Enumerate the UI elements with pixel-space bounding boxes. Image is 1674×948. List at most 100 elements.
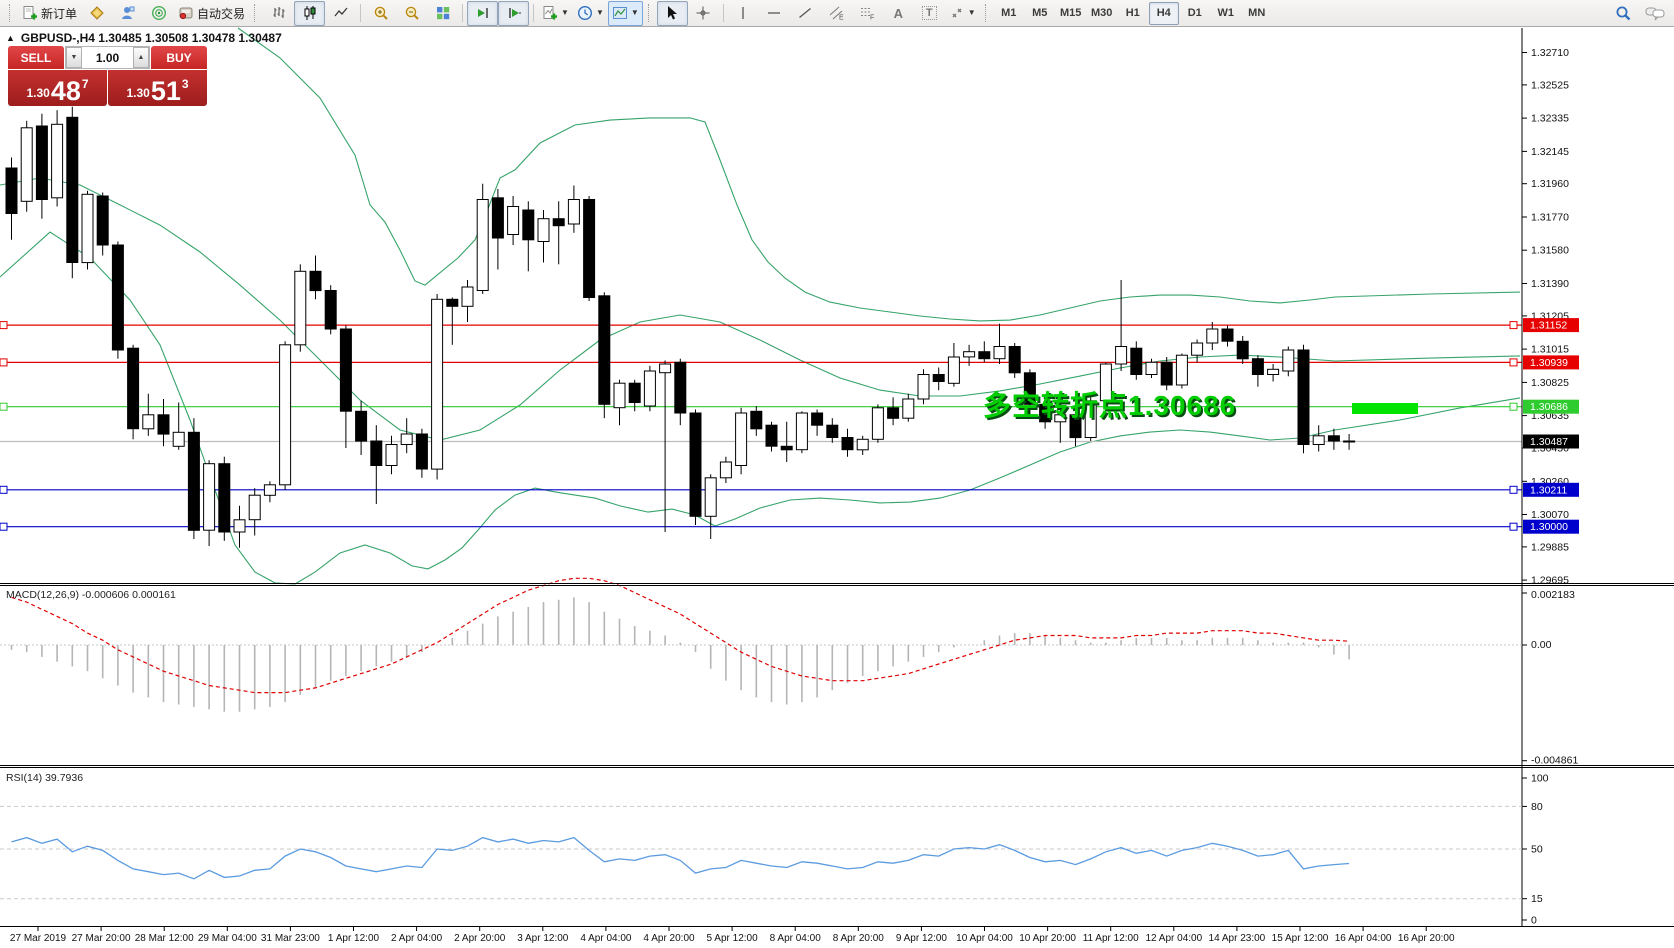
bollinger-upper xyxy=(237,27,1521,322)
tile-windows-icon xyxy=(435,5,451,21)
svg-text:1.31960: 1.31960 xyxy=(1531,178,1569,190)
chevron-down-icon: ▼ xyxy=(630,8,639,17)
volume-stepper: ▼ 1.00 ▲ xyxy=(65,46,150,69)
timeframe-M5[interactable]: M5 xyxy=(1032,7,1048,19)
timeframe-H1[interactable]: H1 xyxy=(1125,7,1140,19)
svg-text:4 Apr 20:00: 4 Apr 20:00 xyxy=(643,933,695,944)
svg-text:1.30939: 1.30939 xyxy=(1530,357,1568,369)
line-chart-button[interactable] xyxy=(325,1,356,26)
sonar-icon xyxy=(151,5,167,21)
buy-button[interactable]: BUY xyxy=(151,46,207,69)
trendline-button[interactable] xyxy=(790,1,821,26)
person-chart-icon xyxy=(120,5,136,21)
svg-text:16 Apr 20:00: 16 Apr 20:00 xyxy=(1398,933,1455,944)
timeframe-M30[interactable]: M30 xyxy=(1091,7,1113,19)
timeframe-MN[interactable]: MN xyxy=(1248,7,1266,19)
chart-shift-button[interactable] xyxy=(498,0,530,26)
channel-letter: E xyxy=(839,15,844,22)
auto-trading-button[interactable]: 自动交易 xyxy=(174,1,249,26)
periods-button[interactable]: ▼ xyxy=(573,1,608,26)
svg-text:15: 15 xyxy=(1531,893,1543,905)
macd-signal-line xyxy=(11,577,1350,694)
sell-price[interactable]: 1.30 48 7 xyxy=(8,70,107,106)
price-axis[interactable]: 1.32710 1.32525 1.32335 1.32145 1.31960 1.317… xyxy=(1521,28,1579,926)
bar-chart-icon xyxy=(271,5,287,21)
market-watch-button[interactable] xyxy=(112,1,143,26)
buy-price[interactable]: 1.30 51 3 xyxy=(108,70,207,106)
buy-price-big: 51 xyxy=(150,76,181,107)
chat-bubbles-icon xyxy=(1645,5,1665,21)
arrows-button[interactable]: ▼ xyxy=(945,1,980,26)
svg-text:11 Apr 12:00: 11 Apr 12:00 xyxy=(1083,933,1139,944)
bollinger-lower xyxy=(0,231,1521,585)
vertical-line-button[interactable] xyxy=(728,1,759,26)
cursor-icon xyxy=(664,5,680,21)
svg-text:80: 80 xyxy=(1531,801,1543,813)
chevron-down-icon: ▼ xyxy=(967,8,976,17)
tile-windows-button[interactable] xyxy=(427,1,458,26)
label-tool-icon: T xyxy=(921,6,937,20)
timeframe-H4[interactable]: H4 xyxy=(1148,1,1179,25)
timeframe-D1[interactable]: D1 xyxy=(1187,7,1202,19)
zoom-in-button[interactable] xyxy=(365,1,396,26)
svg-text:8 Apr 04:00: 8 Apr 04:00 xyxy=(770,933,822,944)
volume-up-button[interactable]: ▲ xyxy=(133,47,149,68)
bar-chart-button[interactable] xyxy=(263,1,294,26)
fibo-letter: F xyxy=(870,15,874,22)
collapse-panel-icon[interactable]: ▲ xyxy=(6,33,15,43)
volume-input[interactable]: 1.00 xyxy=(82,47,133,68)
toolbar-grip xyxy=(254,4,258,22)
channel-icon: E xyxy=(828,5,844,21)
cursor-button[interactable] xyxy=(656,0,688,26)
svg-text:2 Apr 20:00: 2 Apr 20:00 xyxy=(454,933,506,944)
bollinger-middle xyxy=(0,177,1521,441)
vertical-line-icon xyxy=(735,5,751,21)
chart-profile-button[interactable] xyxy=(81,1,112,26)
timeframe-W1[interactable]: W1 xyxy=(1217,7,1234,19)
new-order-label: 新订单 xyxy=(41,6,78,21)
new-order-icon xyxy=(22,5,38,21)
sell-button[interactable]: SELL xyxy=(8,46,64,69)
svg-text:1.30825: 1.30825 xyxy=(1531,377,1569,389)
candlestick-chart-button[interactable] xyxy=(294,0,326,26)
data-signal-button[interactable] xyxy=(143,1,174,26)
svg-text:29 Mar 04:00: 29 Mar 04:00 xyxy=(198,933,257,944)
svg-text:16 Apr 04:00: 16 Apr 04:00 xyxy=(1335,933,1392,944)
channel-button[interactable]: E xyxy=(821,1,852,26)
svg-text:2 Apr 04:00: 2 Apr 04:00 xyxy=(391,933,443,944)
search-icon xyxy=(1615,5,1632,22)
svg-text:10 Apr 20:00: 10 Apr 20:00 xyxy=(1019,933,1076,944)
svg-text:15 Apr 12:00: 15 Apr 12:00 xyxy=(1272,933,1329,944)
new-order-button[interactable]: 新订单 xyxy=(18,1,81,26)
text-label-button[interactable]: T xyxy=(914,1,945,26)
toolbar-grip xyxy=(984,4,989,22)
zoom-out-button[interactable] xyxy=(396,1,427,26)
text-button[interactable]: A xyxy=(883,1,914,26)
svg-text:28 Mar 12:00: 28 Mar 12:00 xyxy=(135,933,194,944)
horizontal-line-button[interactable] xyxy=(759,1,790,26)
level-lines xyxy=(0,321,1522,531)
crosshair-icon xyxy=(695,5,711,21)
timeframe-M15[interactable]: M15 xyxy=(1060,7,1082,19)
crosshair-button[interactable] xyxy=(688,1,719,26)
arrows-icon xyxy=(949,5,965,21)
svg-text:50: 50 xyxy=(1531,844,1543,856)
toolbar-grip xyxy=(9,4,13,22)
fibonacci-button[interactable]: F xyxy=(852,1,883,26)
timeframe-M1[interactable]: M1 xyxy=(1001,7,1017,19)
volume-down-button[interactable]: ▼ xyxy=(66,47,82,68)
toolbar-separator xyxy=(360,4,362,22)
fibonacci-icon: F xyxy=(859,5,875,21)
indicators-button[interactable]: ▼ xyxy=(538,1,573,26)
svg-text:1.32525: 1.32525 xyxy=(1531,79,1569,91)
templates-button[interactable]: ▼ xyxy=(607,0,643,26)
chat-button[interactable] xyxy=(1639,1,1670,26)
panel-separators[interactable] xyxy=(0,583,1674,927)
current-price-tag xyxy=(1523,434,1579,449)
zoom-in-icon xyxy=(373,5,389,21)
search-button[interactable] xyxy=(1608,1,1639,26)
svg-text:1.31580: 1.31580 xyxy=(1531,245,1569,257)
auto-scroll-button[interactable] xyxy=(467,0,499,26)
time-axis[interactable]: 27 Mar 2019 27 Mar 20:00 28 Mar 12:00 29 Ma… xyxy=(10,927,1455,944)
svg-text:1.31152: 1.31152 xyxy=(1530,320,1567,332)
